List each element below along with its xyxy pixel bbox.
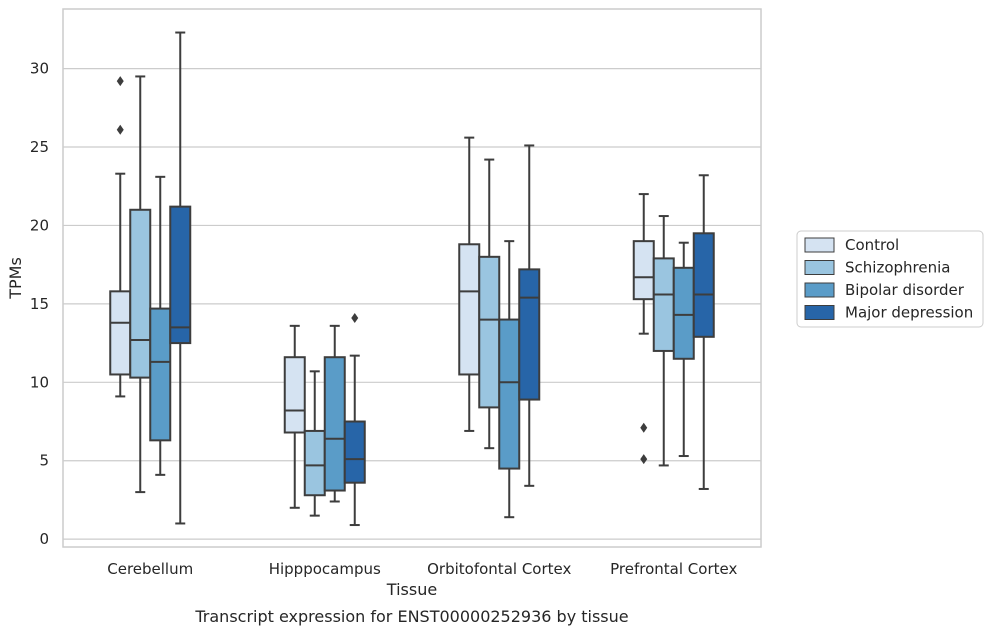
plot-frame	[62, 8, 762, 548]
y-tick-label: 20	[30, 216, 49, 234]
y-tick-label: 25	[30, 138, 49, 156]
x-tick-label: Orbitofontal Cortex	[427, 560, 571, 578]
x-tick-label: Hipppocampus	[269, 560, 381, 578]
box	[518, 268, 541, 401]
box	[652, 257, 675, 352]
box	[458, 243, 481, 376]
box	[109, 290, 132, 376]
y-tick-label: 30	[30, 60, 49, 78]
y-tick-label: 10	[30, 373, 49, 391]
legend: Control Schizophrenia Bipolar disorder Majo…	[796, 230, 984, 328]
y-axis-label: TPMs	[6, 257, 25, 300]
box	[692, 232, 715, 338]
x-tick-label: Cerebellum	[107, 560, 193, 578]
x-tick-label: Prefrontal Cortex	[610, 560, 737, 578]
outlier-point	[116, 124, 124, 135]
box	[498, 318, 521, 470]
x-tick-labels: Cerebellum Hipppocampus Orbitofontal Corte…	[107, 560, 737, 578]
y-tick-label: 0	[39, 530, 49, 548]
legend-label: Schizophrenia	[845, 259, 950, 277]
outlier-point	[116, 76, 124, 87]
y-tick-labels: 0 5 10 15 20 25 30	[30, 60, 49, 549]
legend-swatch	[804, 305, 835, 320]
legend-swatch	[804, 260, 835, 275]
box	[323, 356, 346, 492]
chart-caption: Transcript expression for ENST0000025293…	[194, 607, 628, 626]
box-series	[109, 31, 715, 527]
box	[672, 266, 695, 360]
box	[478, 255, 501, 409]
x-axis-label: Tissue	[386, 580, 437, 599]
y-tick-label: 15	[30, 295, 49, 313]
box	[303, 429, 326, 497]
legend-label: Bipolar disorder	[845, 281, 965, 299]
box	[283, 356, 306, 434]
legend-swatch	[804, 282, 835, 298]
box	[129, 208, 152, 379]
box	[343, 420, 366, 484]
y-tick-label: 5	[39, 452, 49, 470]
legend-frame	[796, 230, 984, 328]
outlier-point	[640, 454, 648, 465]
legend-label: Major depression	[845, 304, 973, 322]
outlier-point	[640, 422, 648, 433]
outlier-point	[351, 312, 359, 323]
box	[632, 240, 655, 301]
legend-label: Control	[845, 236, 899, 254]
box	[149, 307, 172, 442]
legend-swatch	[804, 237, 835, 253]
box	[169, 205, 192, 345]
